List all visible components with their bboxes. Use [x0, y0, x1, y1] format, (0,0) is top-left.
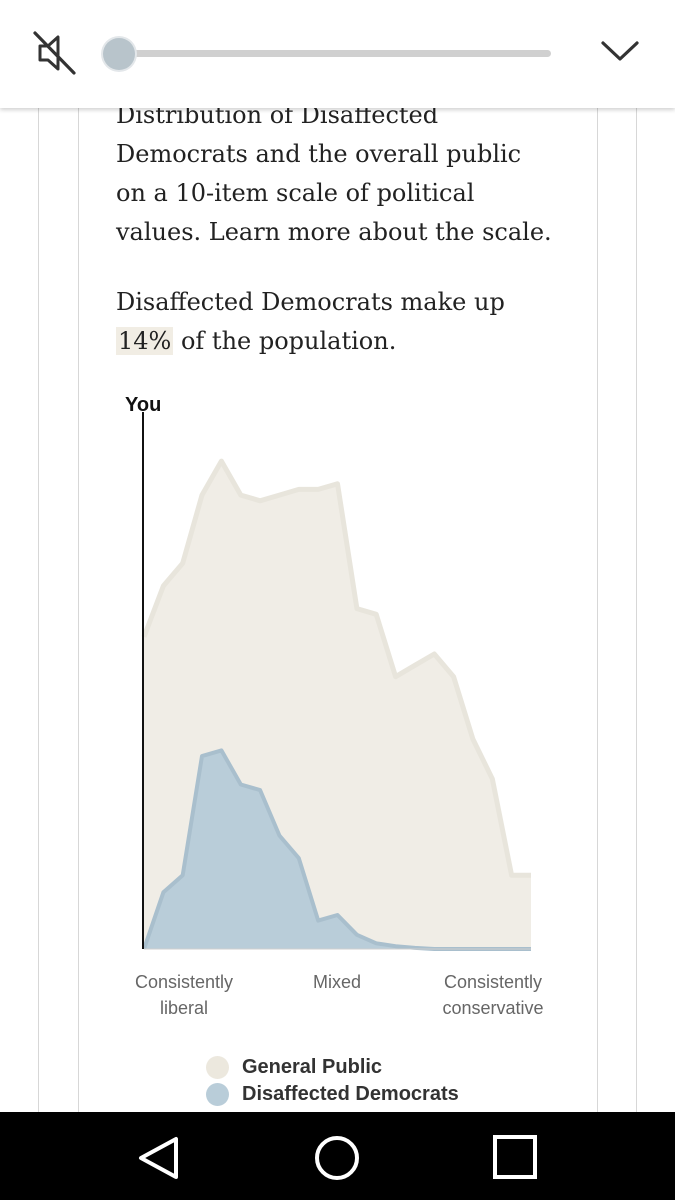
seek-handle[interactable]	[103, 38, 135, 70]
x-tick-mixed-line1: Mixed	[313, 972, 361, 992]
legend-label-general-public: General Public	[242, 1056, 383, 1078]
chart-legend: General Public Disaffected Democrats	[206, 1054, 459, 1108]
back-icon[interactable]	[134, 1134, 184, 1182]
x-tick-conservative-line2: conservative	[442, 998, 543, 1018]
legend-swatch-general-public	[206, 1056, 229, 1079]
frame-line	[78, 108, 79, 1112]
legend-label-disaffected-democrats: Disaffected Democrats	[242, 1083, 459, 1105]
x-tick-liberal-line2: liberal	[160, 998, 208, 1018]
line-general-public	[141, 458, 531, 878]
area-disaffected-democrats	[144, 750, 531, 949]
share-value-highlight: 14%	[116, 327, 174, 355]
media-bar	[0, 0, 675, 108]
home-icon[interactable]	[312, 1134, 362, 1182]
you-marker-label: You	[125, 394, 161, 416]
share-suffix: of the population.	[173, 327, 397, 355]
x-tick-conservative-line1: Consistently	[444, 972, 542, 992]
chart-description: Distribution of Disaffected Democrats an…	[116, 101, 552, 246]
x-axis-ticks: Consistently liberal Mixed Consistently …	[135, 972, 544, 1018]
frame-line	[597, 108, 598, 1112]
legend-swatch-disaffected-democrats	[206, 1083, 229, 1106]
distribution-chart: You Consistently liberal Mixed Consisten…	[125, 394, 544, 1018]
collapse-icon[interactable]	[600, 38, 640, 64]
legend-item-disaffected-democrats: Disaffected Democrats	[206, 1081, 459, 1108]
share-prefix: Disaffected Democrats make up	[116, 288, 505, 316]
x-tick-liberal-line1: Consistently	[135, 972, 233, 992]
mute-icon[interactable]	[30, 28, 78, 78]
frame-line	[38, 108, 39, 1112]
legend-item-general-public: General Public	[206, 1054, 459, 1081]
recents-icon[interactable]	[490, 1134, 540, 1182]
frame-line	[636, 108, 637, 1112]
seek-bar[interactable]	[118, 50, 551, 57]
population-share-text: Disaffected Democrats make up 14% of the…	[116, 283, 556, 361]
system-nav-bar	[0, 1112, 675, 1200]
